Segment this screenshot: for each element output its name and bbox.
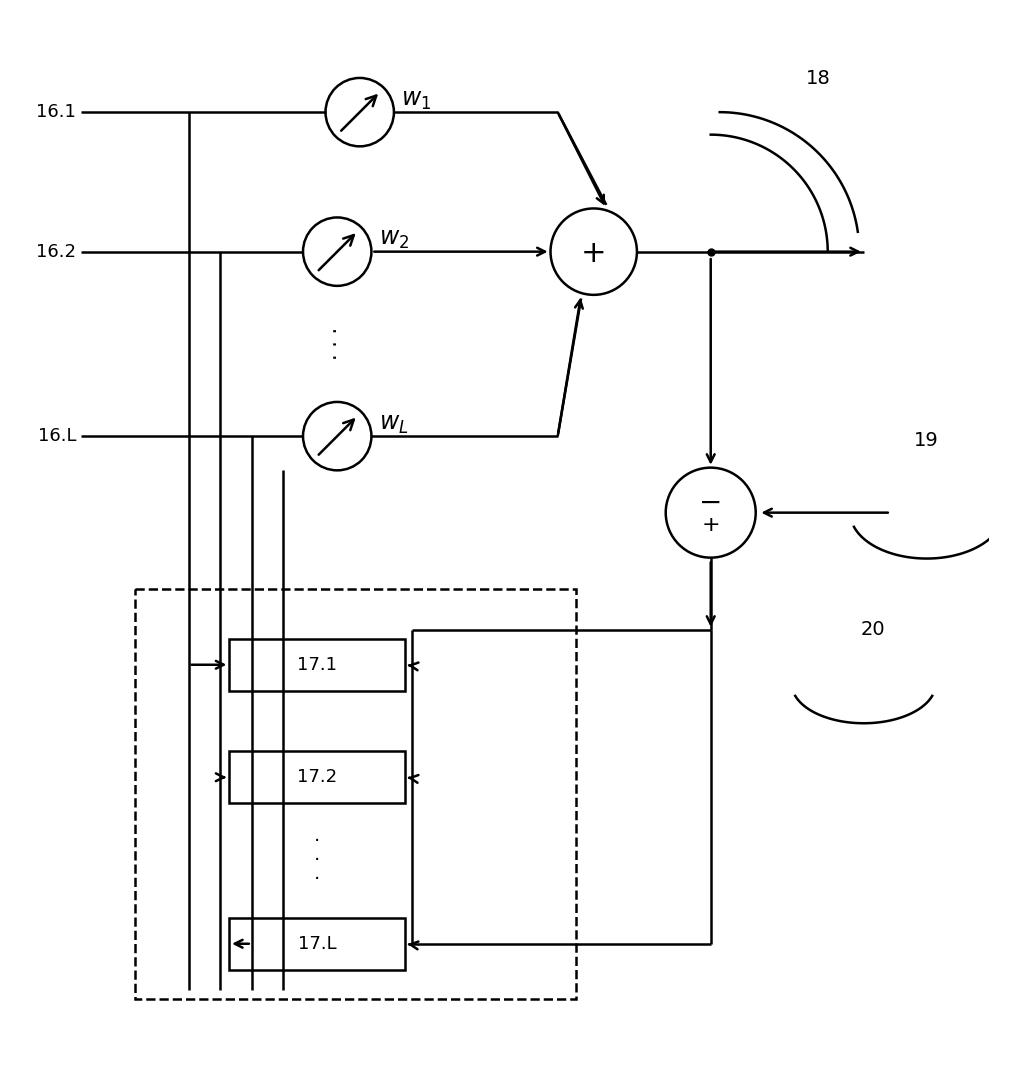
Text: 20: 20	[861, 620, 885, 640]
Text: ·
·
·: · · ·	[314, 832, 320, 888]
Text: $w_L$: $w_L$	[378, 412, 409, 436]
Text: 16.L: 16.L	[37, 427, 77, 445]
Bar	[229, 917, 405, 970]
Text: +: +	[581, 239, 606, 268]
Text: $w_1$: $w_1$	[402, 88, 431, 112]
Bar	[135, 589, 576, 999]
Text: 19: 19	[914, 431, 939, 451]
Text: −: −	[699, 488, 722, 517]
Text: 16.2: 16.2	[36, 242, 77, 261]
Text: 17.2: 17.2	[297, 768, 337, 787]
Text: 17.L: 17.L	[298, 935, 336, 953]
Text: 16.1: 16.1	[36, 103, 77, 121]
Bar	[229, 751, 405, 804]
Bar	[229, 638, 405, 691]
Text: · · ·: · · ·	[327, 327, 347, 361]
Text: 18: 18	[806, 70, 831, 88]
Text: 17.1: 17.1	[297, 656, 337, 674]
Text: +: +	[701, 515, 720, 535]
Text: $w_2$: $w_2$	[378, 227, 409, 251]
